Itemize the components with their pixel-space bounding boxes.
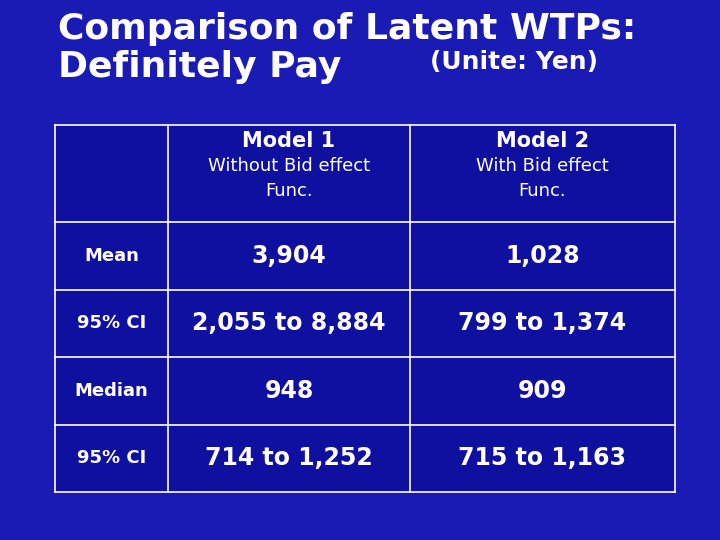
Text: Mean: Mean xyxy=(84,247,139,265)
Text: Model 1: Model 1 xyxy=(243,131,336,151)
Text: 95% CI: 95% CI xyxy=(77,314,146,332)
Text: 799 to 1,374: 799 to 1,374 xyxy=(459,311,626,335)
Text: (Unite: Yen): (Unite: Yen) xyxy=(430,50,598,74)
Text: Without Bid effect
Func.: Without Bid effect Func. xyxy=(208,157,370,200)
Text: Median: Median xyxy=(75,382,148,400)
Text: Model 2: Model 2 xyxy=(496,131,589,151)
Text: 714 to 1,252: 714 to 1,252 xyxy=(205,446,373,470)
Text: With Bid effect
Func.: With Bid effect Func. xyxy=(476,157,609,200)
Text: 1,028: 1,028 xyxy=(505,244,580,268)
Text: Definitely Pay: Definitely Pay xyxy=(58,50,341,84)
Text: 909: 909 xyxy=(518,379,567,403)
Text: 95% CI: 95% CI xyxy=(77,449,146,467)
Text: 948: 948 xyxy=(264,379,314,403)
Bar xyxy=(55,125,675,492)
Text: Comparison of Latent WTPs:: Comparison of Latent WTPs: xyxy=(58,12,636,46)
Text: 2,055 to 8,884: 2,055 to 8,884 xyxy=(192,311,386,335)
Text: 715 to 1,163: 715 to 1,163 xyxy=(459,446,626,470)
Text: 3,904: 3,904 xyxy=(251,244,326,268)
